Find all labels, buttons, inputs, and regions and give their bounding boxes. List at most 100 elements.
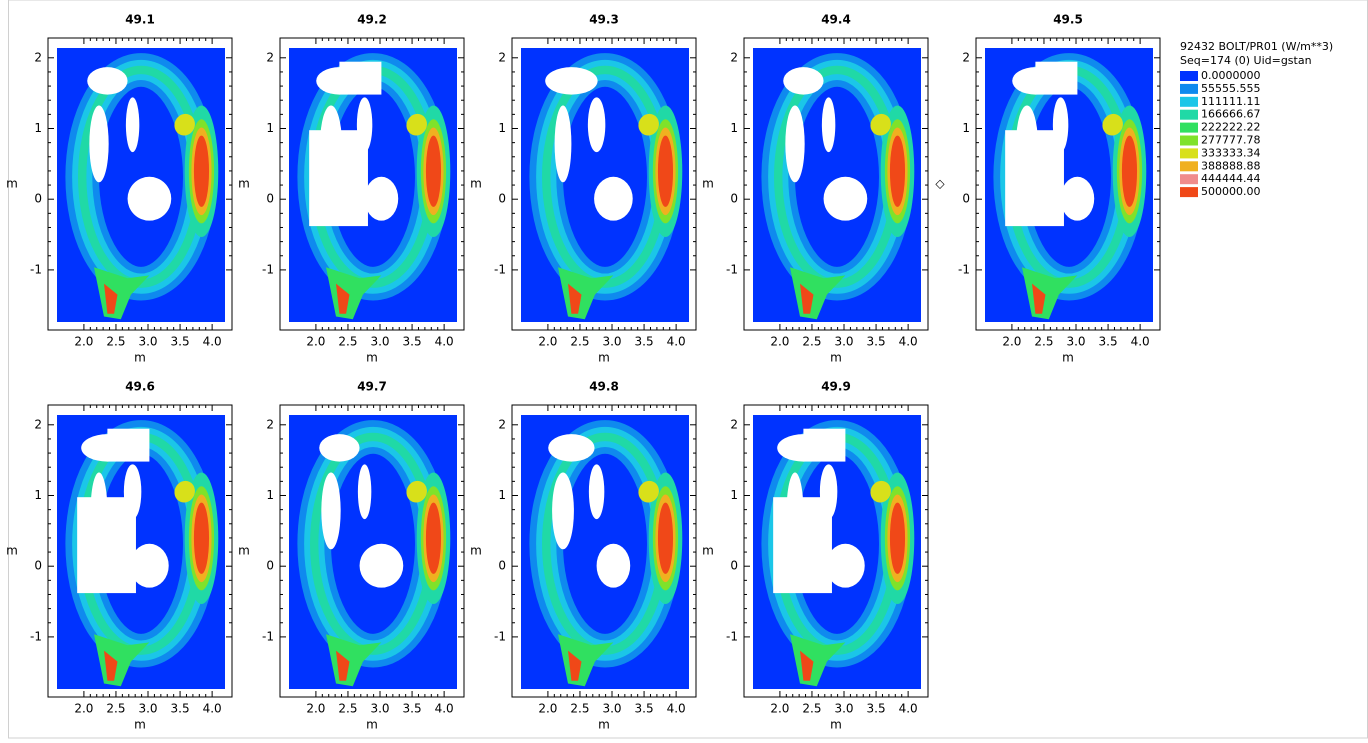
blank-region: [552, 472, 574, 550]
panel: 49.3 m m 2.0 2.5 3.0 3.5 4.0 -1 0 1 2: [470, 13, 697, 365]
x-tick-label: 3.0: [602, 335, 621, 349]
x-tick-label: 3.5: [1099, 335, 1118, 349]
x-tick-label: 2.0: [770, 335, 789, 349]
x-axis-label: m: [134, 351, 146, 365]
x-tick-label: 4.0: [667, 702, 686, 716]
y-tick-label: 1: [34, 488, 42, 502]
contour-band: [104, 283, 118, 314]
contour-band: [425, 135, 442, 207]
y-axis-label: m: [238, 177, 250, 191]
y-tick-label: 2: [34, 417, 42, 431]
x-tick-label: 2.5: [570, 702, 589, 716]
y-tick-label: 2: [498, 50, 506, 64]
blank-region: [785, 105, 805, 183]
blank-region: [588, 464, 605, 520]
plot-frame: [47, 404, 233, 698]
panel-title: 49.3: [589, 13, 619, 27]
blank-region: [594, 176, 633, 221]
contour-band: [1032, 283, 1046, 314]
y-tick-label: 2: [266, 417, 274, 431]
x-axis-label: m: [598, 718, 610, 732]
contour-band: [889, 502, 906, 574]
y-tick-label: 1: [730, 121, 738, 135]
panel: 49.5 m ◇ 2.0 2.5 3.0 3.5 4.0 -1 0 1 2: [935, 13, 1161, 365]
panel: 49.4 m m 2.0 2.5 3.0 3.5 4.0 -1 0 1 2: [702, 13, 929, 365]
plot-frame: [975, 37, 1161, 331]
x-tick-label: 2.5: [1034, 335, 1053, 349]
x-tick-label: 3.5: [635, 335, 654, 349]
contour-band: [638, 480, 659, 503]
panel-title: 49.8: [589, 380, 619, 394]
x-axis-label: m: [1062, 351, 1074, 365]
legend-swatch: [1180, 71, 1198, 81]
y-tick-label: 0: [34, 559, 42, 573]
y-tick-label: 0: [730, 192, 738, 206]
plot-frame: [511, 37, 697, 331]
x-tick-label: 4.0: [667, 335, 686, 349]
y-tick-label: 1: [730, 488, 738, 502]
contour-band: [193, 135, 210, 207]
blank-region: [339, 61, 382, 95]
contour-band: [104, 650, 118, 681]
panel: 49.6 m m 2.0 2.5 3.0 3.5 4.0 -1 0 1 2: [6, 380, 233, 732]
plot-frame: [279, 404, 465, 698]
legend-swatch: [1180, 109, 1198, 120]
x-tick-label: 3.0: [370, 702, 389, 716]
y-tick-label: 2: [962, 50, 970, 64]
legend-swatch: [1180, 83, 1198, 94]
contour-band: [406, 113, 427, 136]
x-tick-label: 3.5: [403, 335, 422, 349]
legend-swatch: [1180, 187, 1198, 198]
panel-title: 49.1: [125, 13, 155, 27]
x-tick-label: 4.0: [899, 702, 918, 716]
contour-band: [870, 113, 891, 136]
y-tick-label: 1: [266, 488, 274, 502]
contour-band: [1102, 113, 1123, 136]
blank-region: [587, 97, 606, 153]
y-axis-label: m: [470, 177, 482, 191]
y-axis-label: m: [6, 177, 18, 191]
panel-title: 49.9: [821, 380, 851, 394]
plot-frame: [743, 37, 929, 331]
blank-region: [1005, 130, 1064, 227]
legend-label: 500000.00: [1201, 185, 1261, 198]
legend-swatch: [1180, 174, 1198, 185]
legend-swatch: [1180, 148, 1198, 159]
y-tick-label: -1: [262, 262, 274, 276]
panel: 49.9 m m 2.0 2.5 3.0 3.5 4.0 -1 0 1 2: [702, 380, 929, 732]
y-tick-label: 1: [498, 488, 506, 502]
blank-region: [130, 543, 169, 588]
x-tick-label: 4.0: [899, 335, 918, 349]
blank-region: [359, 543, 404, 588]
panel: 49.2 m m 2.0 2.5 3.0 3.5 4.0 -1 0 1 2: [238, 13, 465, 365]
blank-region: [107, 428, 150, 462]
blank-region: [1035, 61, 1078, 95]
blank-region: [364, 176, 399, 221]
legend-label: 333333.34: [1201, 146, 1261, 159]
x-tick-label: 3.0: [834, 702, 853, 716]
x-axis-label: m: [134, 718, 146, 732]
x-tick-label: 4.0: [203, 702, 222, 716]
legend-label: 388888.88: [1201, 159, 1261, 172]
x-tick-label: 2.5: [338, 702, 357, 716]
panel-title: 49.7: [357, 380, 387, 394]
contour-band: [638, 113, 659, 136]
contour-band: [425, 502, 442, 574]
legend-label: 55555.555: [1201, 82, 1261, 95]
contour-band: [336, 650, 350, 681]
x-tick-label: 4.0: [203, 335, 222, 349]
contour-band: [870, 480, 891, 503]
blank-region: [77, 497, 136, 594]
contour-band: [568, 650, 582, 681]
blank-region: [803, 428, 846, 462]
contour-band: [800, 650, 814, 681]
x-tick-label: 3.0: [1066, 335, 1085, 349]
y-tick-label: 0: [34, 192, 42, 206]
panel-title: 49.2: [357, 13, 387, 27]
x-tick-label: 2.0: [74, 335, 93, 349]
contour-band: [174, 480, 195, 503]
x-tick-label: 3.5: [171, 702, 190, 716]
blank-region: [554, 105, 572, 183]
contour-band: [889, 135, 906, 207]
x-tick-label: 3.0: [602, 702, 621, 716]
